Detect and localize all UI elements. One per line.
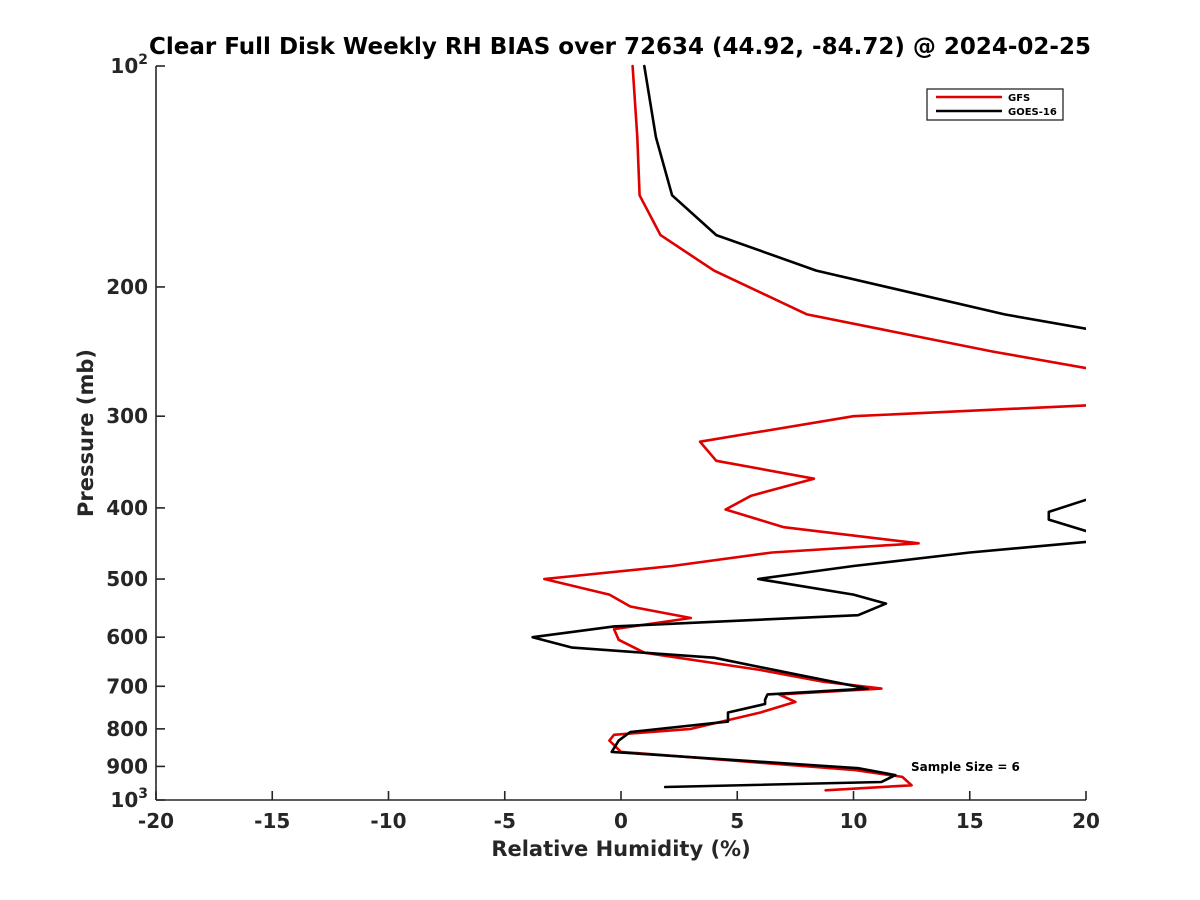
y-axis-ticks: 102 200 300 400 500 600 700 800 900 103 bbox=[106, 52, 165, 812]
y-axis-label: Pressure (mb) bbox=[74, 349, 98, 517]
x-tick-label: -5 bbox=[494, 809, 516, 833]
x-axis-label: Relative Humidity (%) bbox=[491, 837, 750, 861]
y-tick-label: 200 bbox=[106, 275, 148, 299]
plot-area bbox=[531, 64, 1086, 792]
legend-label-gfs: GFS bbox=[1008, 93, 1030, 104]
legend-box bbox=[926, 88, 1064, 121]
x-tick-label: 10 bbox=[840, 809, 868, 833]
y-tick-label: 700 bbox=[106, 674, 148, 698]
y-tick-label: 300 bbox=[106, 404, 148, 428]
y-tick-label: 103 bbox=[110, 786, 148, 812]
x-tick-label: 20 bbox=[1072, 809, 1100, 833]
y-tick-label: 500 bbox=[106, 567, 148, 591]
x-tick-label: -20 bbox=[138, 809, 174, 833]
chart-title: Clear Full Disk Weekly RH BIAS over 7263… bbox=[149, 34, 1091, 60]
y-tick-label: 600 bbox=[106, 625, 148, 649]
sample-size-annotation: Sample Size = 6 bbox=[911, 760, 1020, 774]
y-tick-label: 800 bbox=[106, 717, 148, 741]
x-tick-label: -15 bbox=[254, 809, 290, 833]
series-line-gfs bbox=[543, 64, 1086, 792]
series-line-goes-16 bbox=[531, 64, 1086, 789]
x-tick-label: 15 bbox=[956, 809, 984, 833]
legend: GFS GOES-16 bbox=[926, 88, 1064, 121]
x-axis-ticks: -20 -15 -10 -5 0 5 10 15 20 bbox=[138, 791, 1100, 833]
y-tick-label: 102 bbox=[110, 52, 148, 78]
x-tick-label: 0 bbox=[614, 809, 628, 833]
legend-label-goes-16: GOES-16 bbox=[1008, 107, 1057, 118]
x-tick-label: -10 bbox=[370, 809, 406, 833]
y-tick-label: 400 bbox=[106, 496, 148, 520]
x-tick-label: 5 bbox=[730, 809, 744, 833]
y-tick-label: 900 bbox=[106, 754, 148, 778]
